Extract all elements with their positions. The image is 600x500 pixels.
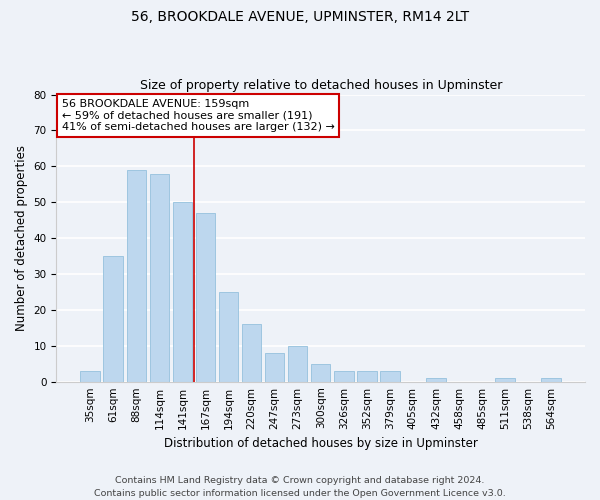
Title: Size of property relative to detached houses in Upminster: Size of property relative to detached ho… (140, 79, 502, 92)
Bar (311, 364, 331, 382)
Bar (495, 378, 515, 382)
Bar (103, 256, 123, 382)
Text: Contains HM Land Registry data © Crown copyright and database right 2024.
Contai: Contains HM Land Registry data © Crown c… (94, 476, 506, 498)
Bar (426, 378, 446, 382)
Bar (196, 213, 215, 382)
Bar (541, 378, 561, 382)
Bar (149, 174, 169, 382)
Text: 56 BROOKDALE AVENUE: 159sqm
← 59% of detached houses are smaller (191)
41% of se: 56 BROOKDALE AVENUE: 159sqm ← 59% of det… (62, 99, 335, 132)
Bar (80, 371, 100, 382)
Bar (219, 292, 238, 382)
Y-axis label: Number of detached properties: Number of detached properties (15, 145, 28, 331)
Bar (265, 353, 284, 382)
Bar (357, 371, 377, 382)
Bar (242, 324, 262, 382)
X-axis label: Distribution of detached houses by size in Upminster: Distribution of detached houses by size … (164, 437, 478, 450)
Text: 56, BROOKDALE AVENUE, UPMINSTER, RM14 2LT: 56, BROOKDALE AVENUE, UPMINSTER, RM14 2L… (131, 10, 469, 24)
Bar (334, 371, 353, 382)
Bar (173, 202, 192, 382)
Bar (288, 346, 307, 382)
Bar (380, 371, 400, 382)
Bar (127, 170, 146, 382)
